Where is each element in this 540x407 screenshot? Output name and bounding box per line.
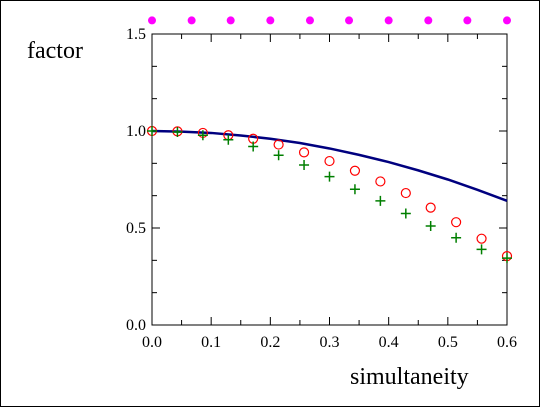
data-point-plus bbox=[172, 126, 183, 137]
data-point-plus bbox=[425, 221, 436, 232]
data-point-circle bbox=[298, 147, 310, 158]
x-tick-label: 0.0 bbox=[142, 334, 162, 351]
data-point-circle bbox=[451, 217, 462, 228]
data-point-circle bbox=[400, 187, 411, 199]
data-point-dot bbox=[384, 16, 393, 25]
data-point-plus bbox=[502, 253, 512, 264]
data-point-plus bbox=[324, 171, 335, 182]
data-point-dot bbox=[424, 16, 433, 25]
y-axis-title: factor bbox=[27, 38, 83, 64]
data-point-dot bbox=[463, 16, 472, 25]
data-point-dot bbox=[226, 16, 235, 25]
data-point-plus bbox=[451, 232, 462, 243]
data-point-dot bbox=[148, 16, 156, 25]
data-point-plus bbox=[147, 126, 157, 136]
data-point-plus bbox=[197, 130, 208, 141]
data-point-dot bbox=[187, 16, 196, 25]
x-tick-label: 0.1 bbox=[201, 334, 221, 351]
data-point-dot bbox=[305, 16, 314, 25]
series-line bbox=[151, 129, 508, 203]
series-filled-circle bbox=[148, 16, 511, 25]
x-tick-label: 0.3 bbox=[320, 334, 340, 351]
x-tick-label: 0.6 bbox=[497, 334, 517, 351]
data-point-dot bbox=[345, 16, 354, 25]
x-axis-title: simultaneity bbox=[350, 364, 469, 390]
x-tick-label: 0.5 bbox=[438, 334, 458, 351]
data-point-plus bbox=[476, 244, 487, 255]
y-tick-label: 0.5 bbox=[126, 220, 146, 237]
data-point-plus bbox=[248, 141, 259, 152]
axis-ticks bbox=[151, 33, 508, 326]
x-tick-label: 0.4 bbox=[379, 334, 399, 351]
data-point-circle bbox=[349, 165, 361, 176]
x-tick-label: 0.2 bbox=[260, 334, 280, 351]
data-point-plus bbox=[349, 184, 360, 195]
series-line bbox=[151, 129, 508, 203]
data-point-plus bbox=[400, 208, 411, 219]
data-point-plus bbox=[273, 150, 284, 161]
data-point-dot bbox=[266, 16, 275, 25]
data-point-circle bbox=[476, 233, 487, 244]
series-layer bbox=[146, 16, 513, 264]
y-tick-label: 1.5 bbox=[126, 26, 146, 43]
data-point-circle bbox=[273, 139, 284, 150]
data-point-circle bbox=[425, 202, 436, 213]
data-point-dot bbox=[503, 16, 511, 25]
axis-tick-labels: 0.0 0.1 0.2 0.3 0.4 0.5 0.6 0.0 0.5 1.0 1.5 bbox=[126, 26, 517, 351]
y-tick-label: 1.0 bbox=[126, 123, 146, 140]
data-point-circle bbox=[375, 176, 386, 187]
data-point-plus bbox=[299, 159, 310, 170]
data-point-plus bbox=[375, 195, 386, 206]
series-open-circle bbox=[146, 125, 513, 262]
data-point-plus bbox=[223, 134, 234, 145]
data-point-circle bbox=[324, 155, 335, 167]
series-plus bbox=[147, 126, 512, 264]
y-tick-label: 0.0 bbox=[126, 317, 146, 334]
